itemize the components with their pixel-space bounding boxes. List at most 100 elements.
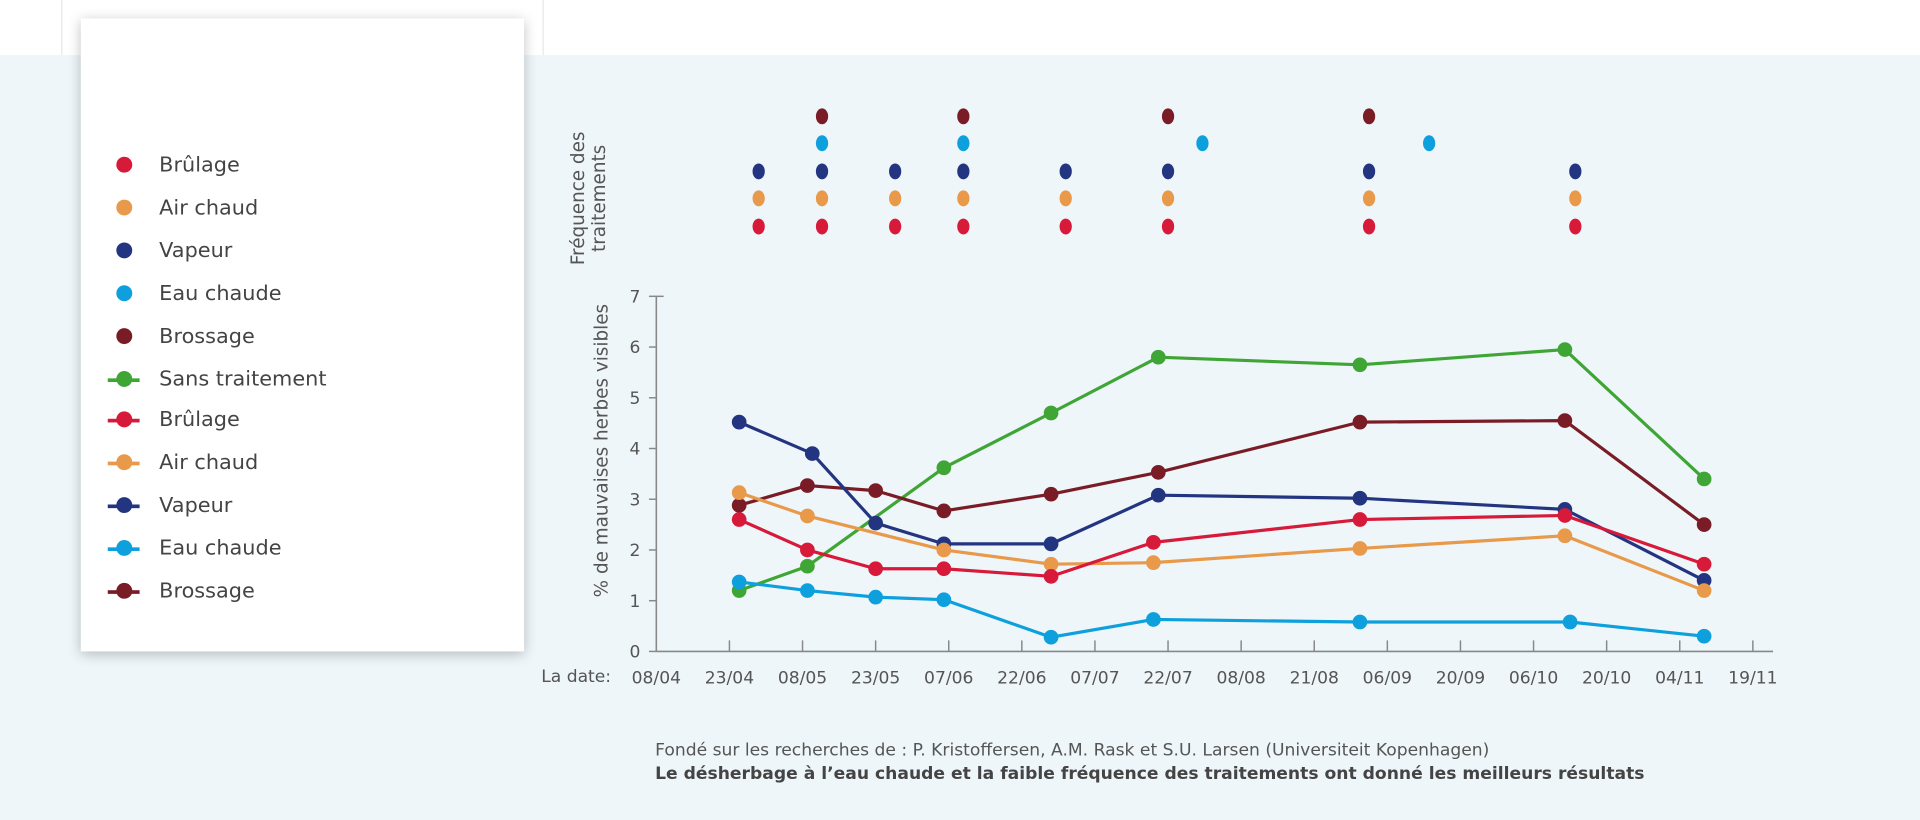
- x-tick-label: 19/11: [1728, 668, 1777, 688]
- x-tick-label: 20/09: [1436, 668, 1485, 688]
- data-point: [936, 460, 952, 476]
- legend-panel: Brûlage Air chaud Vapeur Eau chaude Brossage…: [80, 18, 525, 652]
- legend-item: Air chaud: [107, 444, 259, 481]
- data-point: [1146, 612, 1161, 627]
- data-point: [731, 497, 747, 513]
- source-note: Fondé sur les recherches de : P. Kristof…: [655, 740, 1490, 761]
- series-line: [738, 347, 1706, 593]
- treatment-dot: [1059, 218, 1072, 235]
- treatment-dot: [752, 163, 765, 180]
- legend-item: Brûlage: [107, 402, 240, 439]
- line-marker-icon: [107, 582, 140, 600]
- treatment-dot: [1569, 218, 1582, 235]
- data-point: [868, 483, 883, 498]
- data-point: [800, 558, 815, 574]
- treatment-dot: [815, 218, 829, 235]
- y-tick-label: 7: [630, 287, 641, 307]
- y-tick-label: 6: [630, 338, 641, 358]
- data-point: [1150, 487, 1166, 503]
- treatment-dot: [815, 108, 829, 125]
- line-marker-icon: [107, 454, 140, 471]
- data-point: [1557, 508, 1573, 523]
- x-tick-label: 22/06: [997, 668, 1046, 688]
- legend-label: Brossage: [159, 324, 255, 349]
- data-point: [936, 503, 952, 519]
- x-tick-label: 08/08: [1216, 668, 1265, 688]
- x-tick-label: 06/09: [1363, 668, 1412, 688]
- legend-item: Brûlage: [108, 147, 240, 184]
- dot-marker-icon: [108, 199, 140, 217]
- data-point: [1043, 629, 1059, 645]
- data-point: [936, 592, 952, 608]
- data-point: [1043, 569, 1059, 584]
- treatment-dot: [1362, 190, 1376, 207]
- legend-item: Air chaud: [108, 190, 258, 227]
- data-point: [1150, 465, 1166, 480]
- data-point: [1043, 405, 1059, 421]
- data-point: [804, 446, 820, 461]
- data-point: [1043, 556, 1059, 572]
- dot-marker-icon: [108, 242, 140, 259]
- data-point: [1557, 528, 1573, 544]
- data-point: [1043, 486, 1059, 502]
- frequency-title: Fréquence des: [568, 132, 589, 266]
- series-line: [738, 580, 1705, 639]
- conclusion-text: Le désherbage à l’eau chaude et la faibl…: [655, 764, 1645, 784]
- treatment-dot: [957, 163, 970, 180]
- legend-item: Brossage: [107, 573, 255, 610]
- legend-item: Vapeur: [107, 487, 232, 524]
- treatment-dot: [1422, 135, 1436, 152]
- line-marker-icon: [107, 371, 140, 388]
- x-tick-label: 22/07: [1143, 668, 1192, 688]
- legend-label: Brûlage: [159, 407, 240, 433]
- frequency-title: traitements: [589, 145, 610, 252]
- treatment-dot: [815, 135, 829, 152]
- data-point: [1043, 536, 1059, 552]
- data-point: [800, 478, 815, 493]
- x-tick-label: 08/05: [778, 668, 827, 688]
- y-tick-label: 0: [630, 643, 641, 663]
- x-tick-label: 23/04: [705, 668, 754, 688]
- data-point: [1696, 628, 1712, 644]
- legend-item: Eau chaude: [108, 276, 282, 313]
- legend-item: Brossage: [108, 318, 255, 355]
- x-tick-label: 08/04: [632, 668, 681, 688]
- data-point: [936, 542, 952, 558]
- treatment-dot: [1569, 163, 1582, 180]
- x-tick-label: 20/10: [1582, 668, 1631, 688]
- legend-label: Eau chaude: [159, 536, 282, 561]
- x-tick-label: 07/07: [1070, 668, 1119, 688]
- data-point: [1557, 342, 1573, 357]
- data-point: [1146, 555, 1161, 570]
- data-point: [1352, 414, 1368, 430]
- legend-label: Air chaud: [159, 195, 259, 221]
- divider: [61, 0, 63, 56]
- legend-label: Air chaud: [159, 450, 259, 476]
- data-point: [1696, 517, 1712, 532]
- treatment-dot: [1161, 163, 1175, 180]
- data-point: [1146, 535, 1161, 550]
- data-point: [868, 515, 883, 531]
- x-tick-label: 06/10: [1509, 668, 1558, 688]
- y-tick-label: 3: [630, 490, 641, 510]
- data-point: [800, 542, 815, 558]
- series-line: [738, 491, 1705, 593]
- treatment-dot: [1362, 163, 1376, 180]
- legend-item: Vapeur: [108, 233, 232, 270]
- legend-item: Eau chaude: [107, 530, 282, 567]
- treatment-dot: [957, 190, 970, 207]
- data-point: [1352, 357, 1368, 373]
- line-marker-icon: [107, 497, 140, 514]
- x-tick-label: 04/11: [1655, 668, 1704, 688]
- x-tick-label: 23/05: [851, 668, 900, 688]
- treatment-dot: [1569, 190, 1582, 207]
- legend-label: Sans traitement: [159, 367, 327, 392]
- treatment-dot: [1161, 190, 1175, 207]
- treatment-dot: [889, 190, 902, 207]
- treatment-dot: [1059, 163, 1072, 180]
- data-point: [1562, 614, 1578, 630]
- data-point: [731, 485, 747, 500]
- treatment-dot: [1196, 135, 1209, 152]
- treatment-dot: [1362, 108, 1376, 125]
